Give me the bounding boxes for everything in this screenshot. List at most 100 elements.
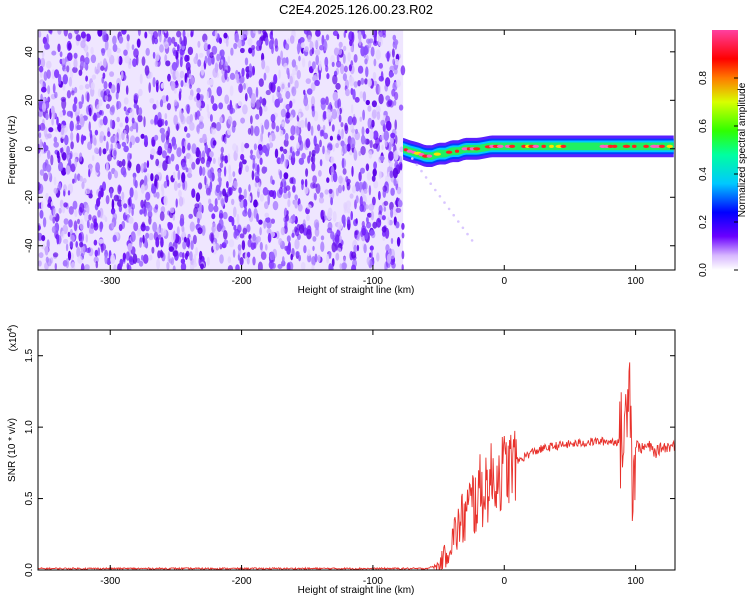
noise-cell (111, 198, 115, 210)
noise-cell (200, 263, 204, 270)
noise-cell (133, 103, 138, 109)
noise-cell (79, 202, 85, 213)
noise-cell (303, 30, 309, 35)
noise-cell (311, 256, 316, 266)
noise-cell (270, 30, 274, 36)
noise-cell (390, 248, 395, 260)
noise-cell (325, 34, 330, 41)
noise-cell (60, 124, 65, 136)
noise-cell (145, 191, 151, 201)
noise-cell (167, 222, 173, 231)
noise-cell (81, 181, 85, 190)
noise-cell (87, 141, 93, 150)
noise-cell (325, 152, 331, 162)
noise-cell (258, 78, 264, 87)
faint-point (434, 188, 437, 192)
noise-cell (63, 238, 69, 244)
noise-cell (344, 30, 348, 34)
noise-cell (74, 209, 78, 218)
noise-cell (200, 157, 205, 164)
noise-cell (227, 256, 231, 264)
noise-cell (196, 87, 201, 94)
noise-cell (350, 137, 356, 149)
noise-cell (187, 142, 191, 151)
noise-cell (223, 239, 229, 245)
noise-cell (103, 58, 107, 68)
colorbar-tick-label: 0.8 (698, 71, 709, 85)
noise-cell (169, 207, 175, 214)
noise-cell (138, 88, 143, 97)
noise-cell (253, 143, 257, 151)
noise-cell (260, 251, 267, 260)
noise-cell (59, 58, 63, 65)
noise-cell (253, 125, 260, 137)
noise-cell (132, 58, 137, 67)
noise-cell (224, 155, 229, 164)
noise-cell (366, 221, 372, 229)
noise-cell (251, 44, 256, 51)
noise-cell (292, 177, 296, 185)
noise-cell (212, 157, 216, 164)
noise-cell (285, 43, 290, 51)
bottom-x-tick-label: -200 (232, 576, 252, 587)
snr-line-path (38, 362, 675, 570)
noise-cell (181, 40, 185, 47)
noise-cell (351, 128, 355, 139)
noise-cell (373, 58, 377, 67)
noise-cell (54, 263, 57, 270)
noise-cell (265, 217, 271, 223)
noise-cell (383, 200, 389, 206)
noise-cell (273, 74, 278, 85)
noise-cell (324, 56, 329, 68)
noise-cell (219, 254, 224, 264)
noise-cell (223, 230, 228, 240)
top-y-tick-label: 0 (24, 146, 35, 152)
noise-cell (211, 222, 217, 232)
noise-cell (392, 205, 398, 216)
noise-cell (250, 154, 256, 161)
noise-cell (264, 166, 268, 173)
noise-cell (42, 36, 47, 45)
noise-cell (53, 176, 57, 186)
signal-peak (622, 144, 631, 148)
noise-cell (361, 201, 367, 213)
noise-cell (46, 69, 51, 79)
noise-cell (41, 244, 46, 250)
signal-peak (473, 147, 481, 151)
noise-cell (369, 229, 375, 236)
noise-cell (240, 117, 246, 124)
noise-cell (91, 155, 95, 161)
noise-cell (148, 82, 151, 93)
noise-cell (56, 116, 59, 126)
noise-cell (349, 39, 353, 47)
bottom-y-tick-label: 1.0 (24, 420, 35, 434)
noise-cell (52, 252, 59, 258)
noise-cell (84, 189, 88, 196)
noise-cell (360, 77, 365, 85)
noise-cell (147, 73, 152, 80)
noise-cell (143, 207, 147, 217)
noise-cell (179, 251, 183, 258)
noise-cell (346, 216, 351, 225)
noise-cell (266, 228, 272, 235)
noise-cell (337, 108, 340, 118)
noise-cell (217, 168, 222, 179)
noise-cell (319, 139, 322, 148)
noise-cell (391, 88, 396, 97)
noise-cell (136, 38, 141, 48)
noise-cell (199, 250, 203, 260)
noise-cell (153, 37, 159, 45)
noise-cell (233, 206, 237, 218)
noise-cell (45, 100, 50, 109)
noise-cell (180, 262, 187, 270)
noise-cell (312, 236, 317, 242)
noise-cell (157, 119, 163, 128)
noise-cell (184, 126, 188, 133)
noise-cell (359, 91, 364, 99)
noise-cell (394, 135, 398, 145)
noise-cell (281, 121, 285, 128)
noise-cell (326, 109, 332, 120)
noise-cell (280, 181, 283, 190)
